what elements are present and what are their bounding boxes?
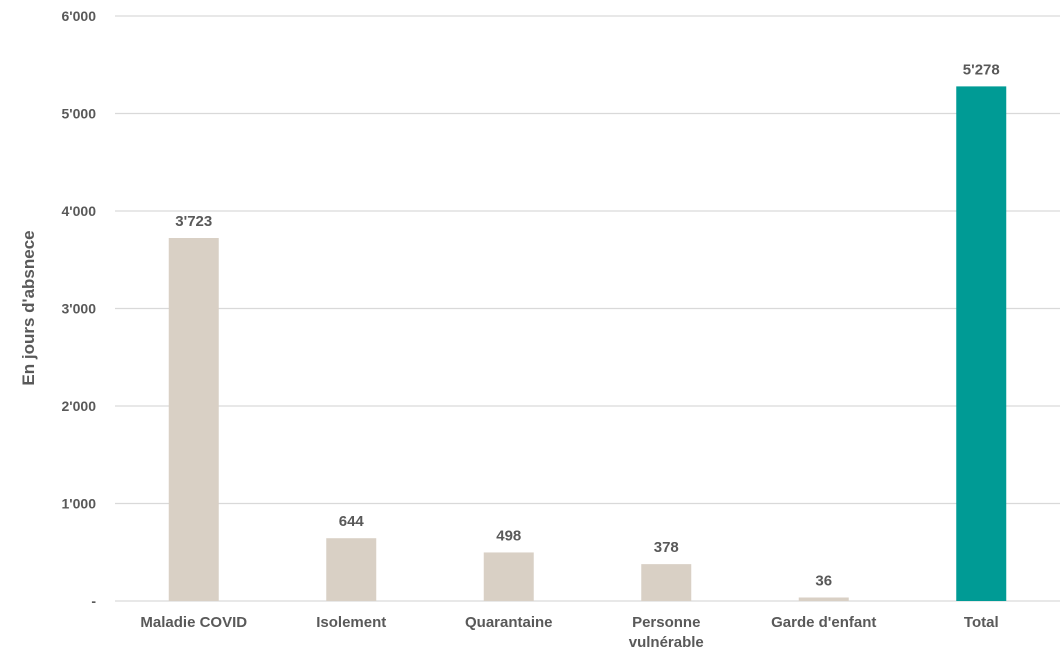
data-label: 378 xyxy=(654,539,679,556)
bar xyxy=(326,538,377,601)
data-label: 5'278 xyxy=(963,61,1000,78)
bar xyxy=(641,564,692,601)
bar xyxy=(483,552,534,601)
bar xyxy=(168,238,219,601)
y-axis-ticks: - 1'000 2'000 3'000 4'000 5'000 6'000 xyxy=(62,8,97,609)
y-tick-label: 4'000 xyxy=(62,203,97,219)
x-tick-label: Total xyxy=(964,614,999,631)
y-tick-label: 2'000 xyxy=(62,398,97,414)
data-label: 36 xyxy=(815,572,832,589)
bars xyxy=(168,86,1007,601)
y-tick-label: - xyxy=(91,593,96,609)
data-labels: 3'723 644 498 378 36 5'278 xyxy=(175,61,999,589)
data-label: 644 xyxy=(339,513,365,530)
x-tick-label: Quarantaine xyxy=(465,614,553,631)
x-tick-label: Isolement xyxy=(316,614,386,631)
y-axis-title: En jours d'absnece xyxy=(19,230,38,385)
y-tick-label: 1'000 xyxy=(62,496,97,512)
y-tick-label: 6'000 xyxy=(62,8,97,24)
x-tick-label: Maladie COVID xyxy=(140,614,247,631)
bar xyxy=(798,597,849,601)
data-label: 498 xyxy=(496,527,521,544)
x-tick-label: Personne vulnérable xyxy=(629,614,704,651)
gridlines xyxy=(115,15,1060,602)
x-tick-label: Garde d'enfant xyxy=(771,614,876,631)
y-tick-label: 5'000 xyxy=(62,106,97,122)
y-tick-label: 3'000 xyxy=(62,301,97,317)
category-labels: Maladie COVID Isolement Quarantaine Personn… xyxy=(140,614,998,651)
data-label: 3'723 xyxy=(175,213,212,230)
bar xyxy=(956,86,1007,601)
